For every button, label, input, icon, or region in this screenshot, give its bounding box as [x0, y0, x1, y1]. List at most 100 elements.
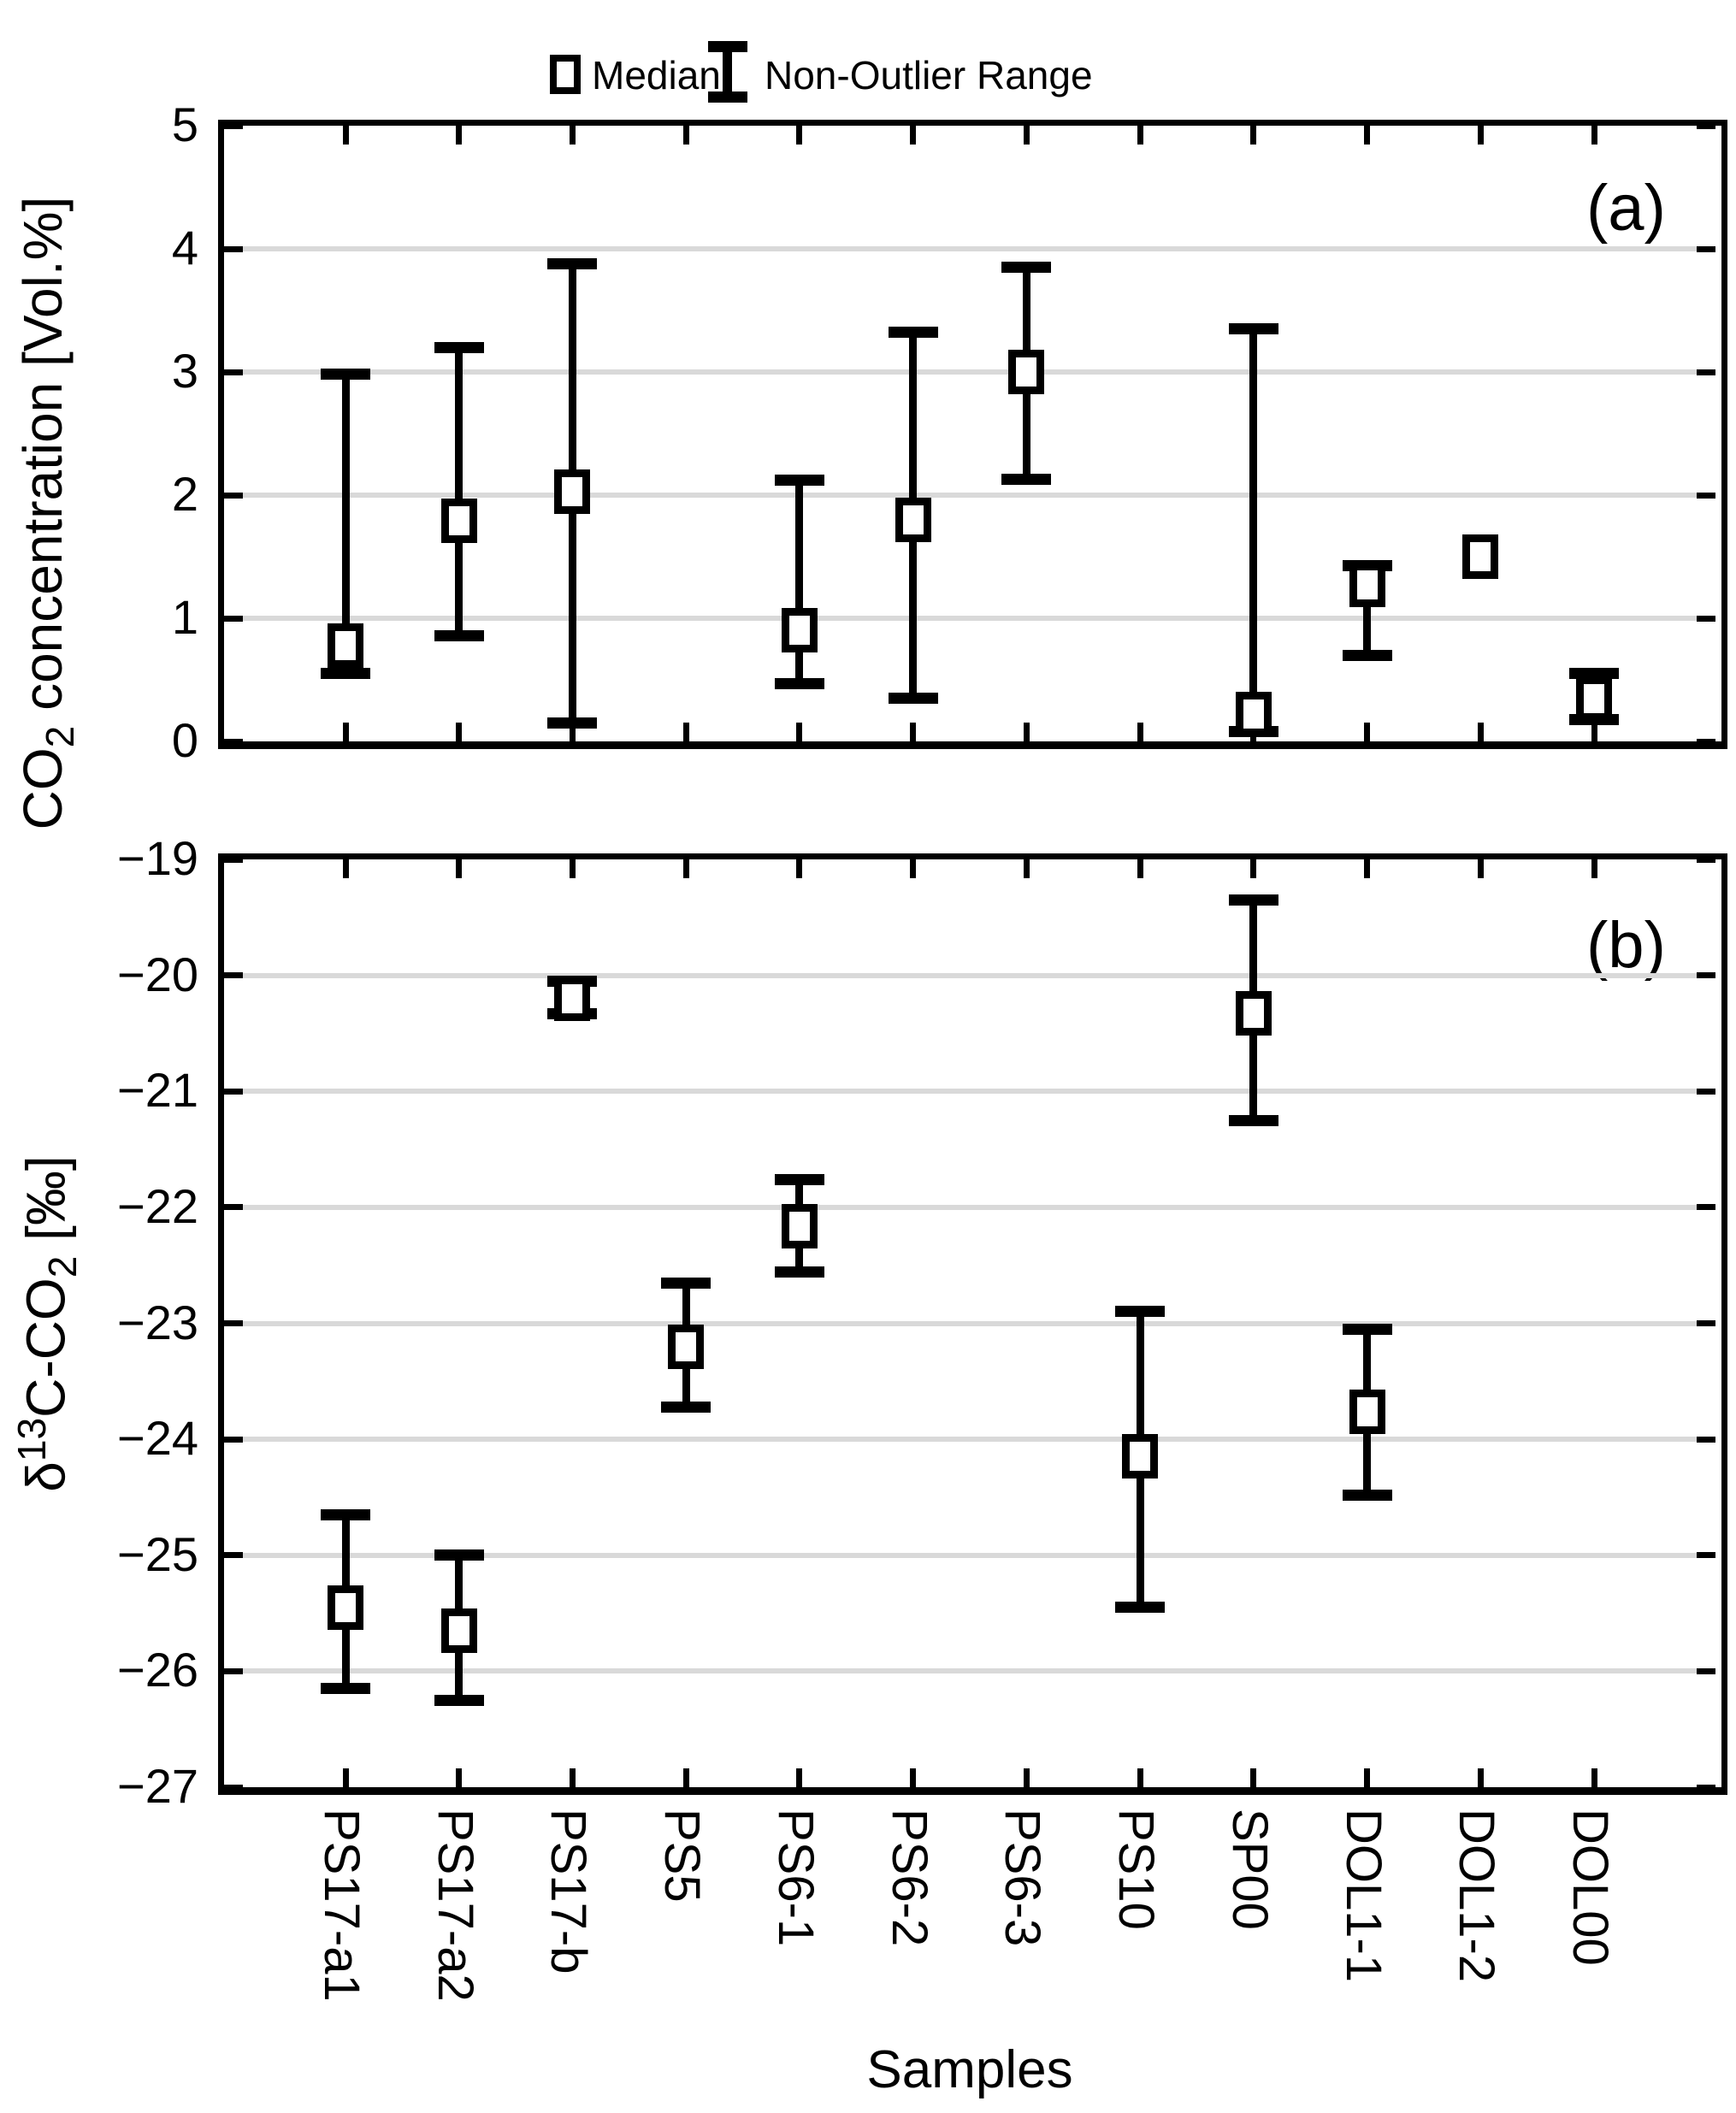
error-bar-stem-PS17-a1	[341, 374, 350, 674]
error-bar-cap-low-SP00	[1228, 1114, 1278, 1126]
median-marker-PS17-a1	[328, 1585, 363, 1630]
y-tick-mark	[1697, 369, 1715, 375]
median-marker-PS6-1	[781, 608, 818, 653]
x-tick-mark	[1023, 723, 1030, 741]
error-bar-cap-high-PS17-b	[547, 257, 598, 269]
error-bar-stem-DOL1-1	[1363, 565, 1372, 656]
x-tick-mark	[342, 126, 349, 145]
x-tick-mark	[796, 1768, 803, 1787]
median-marker-PS17-a1	[328, 623, 363, 668]
median-marker-PS17-b	[554, 469, 591, 514]
y-tick-mark	[1697, 738, 1715, 745]
legend: Median Non-Outlier Range	[0, 17, 1736, 103]
median-marker-PS5	[668, 1324, 705, 1369]
y-tick-label: −27	[117, 1759, 198, 1813]
error-bar-cap-low-PS5	[661, 1401, 712, 1413]
y-tick-label: −19	[117, 831, 198, 885]
x-tick-mark	[910, 859, 917, 878]
median-marker-PS17-b	[554, 976, 591, 1021]
error-bar-cap-low-PS17-a1	[321, 668, 370, 680]
y-tick-mark	[224, 972, 243, 979]
x-tick-label-PS17-a2: PS17-a2	[427, 1809, 483, 2002]
error-bar-cap-high-PS17-a1	[321, 369, 370, 381]
error-bar-cap-low-PS17-b	[547, 717, 598, 729]
x-tick-mark	[1250, 1768, 1257, 1787]
x-tick-label-PS17-a1: PS17-a1	[314, 1809, 369, 2002]
y-tick-label: 3	[171, 344, 198, 398]
x-tick-mark	[342, 723, 349, 741]
median-marker-DOL1-1	[1349, 1389, 1385, 1434]
y-tick-label: −24	[117, 1411, 198, 1466]
x-tick-mark	[796, 126, 803, 145]
error-bar-cap-low-PS17-a2	[434, 1694, 484, 1706]
x-tick-mark	[1364, 723, 1371, 741]
y-tick-label: −23	[117, 1295, 198, 1349]
error-bar-stem-SP00	[1249, 328, 1258, 732]
x-tick-mark	[1023, 859, 1030, 878]
x-tick-label-DOL1-2: DOL1-2	[1449, 1809, 1505, 1983]
x-tick-mark	[1477, 859, 1484, 878]
x-tick-mark	[1137, 126, 1143, 145]
y-tick-label: 1	[171, 590, 198, 644]
y-tick-label: −20	[117, 947, 198, 1001]
x-tick-mark	[910, 126, 917, 145]
median-marker-PS6-2	[895, 497, 931, 542]
y-tick-mark	[224, 1436, 243, 1443]
error-bar-cap-high-PS6-2	[888, 327, 938, 339]
x-tick-label-DOL00: DOL00	[1562, 1809, 1619, 1966]
y-tick-mark	[224, 1667, 243, 1674]
x-tick-mark	[1023, 126, 1030, 145]
median-marker-PS6-1	[781, 1203, 818, 1248]
error-bar-cap-low-DOL1-1	[1342, 1489, 1392, 1501]
y-tick-label: −22	[117, 1178, 198, 1233]
error-bar-stem-PS17-a2	[455, 347, 464, 636]
y-tick-mark	[1697, 245, 1715, 252]
error-bar-cap-low-PS6-1	[774, 677, 824, 689]
y-tick-mark	[224, 1784, 243, 1791]
error-bar-stem-PS6-1	[795, 480, 804, 684]
gridline	[224, 1089, 1715, 1095]
x-tick-label-SP00: SP00	[1221, 1809, 1278, 1930]
x-tick-mark	[1477, 1768, 1484, 1787]
x-tick-mark	[1137, 723, 1143, 741]
error-bar-cap-low-PS6-3	[1001, 473, 1052, 485]
gridline	[224, 972, 1715, 978]
median-marker-SP00	[1235, 991, 1272, 1036]
legend-range-label: Non-Outlier Range	[765, 53, 1093, 97]
x-tick-mark	[1591, 1768, 1597, 1787]
panel-b-tag: (b)	[1586, 909, 1666, 982]
error-bar-cap-high-PS5	[661, 1277, 712, 1289]
x-tick-mark	[342, 859, 349, 878]
error-bar-cap-high-PS6-1	[774, 475, 824, 487]
error-bar-cap-high-PS6-1	[774, 1173, 824, 1185]
x-tick-label-PS6-3: PS6-3	[995, 1809, 1051, 1947]
y-tick-mark	[224, 615, 243, 622]
error-bar-cap-low-PS17-a2	[434, 629, 484, 641]
y-tick-mark	[224, 738, 243, 745]
y-tick-label: 0	[171, 713, 198, 767]
panel-a-tag: (a)	[1586, 172, 1666, 245]
error-bar-cap-high-PS17-a2	[434, 1549, 484, 1561]
x-tick-mark	[682, 1768, 689, 1787]
x-tick-label-PS5: PS5	[654, 1809, 711, 1903]
y-tick-mark	[1697, 1552, 1715, 1559]
y-tick-mark	[1697, 1320, 1715, 1326]
x-tick-mark	[1477, 723, 1484, 741]
gridline	[224, 1437, 1715, 1443]
y-tick-mark	[224, 1204, 243, 1211]
y-tick-mark	[1697, 1204, 1715, 1211]
x-tick-mark	[569, 723, 576, 741]
x-tick-mark	[1364, 859, 1371, 878]
y-tick-mark	[224, 1320, 243, 1326]
y-tick-mark	[1697, 1088, 1715, 1095]
error-bar-cap-low-PS10	[1115, 1602, 1166, 1614]
gridline	[224, 1668, 1715, 1674]
x-tick-mark	[796, 859, 803, 878]
y-tick-mark	[224, 245, 243, 252]
panel-a	[218, 120, 1727, 749]
y-tick-label: −26	[117, 1643, 198, 1697]
error-bar-cap-low-PS6-2	[888, 693, 938, 705]
median-marker-PS17-a2	[440, 1608, 477, 1653]
gridline	[224, 1204, 1715, 1210]
